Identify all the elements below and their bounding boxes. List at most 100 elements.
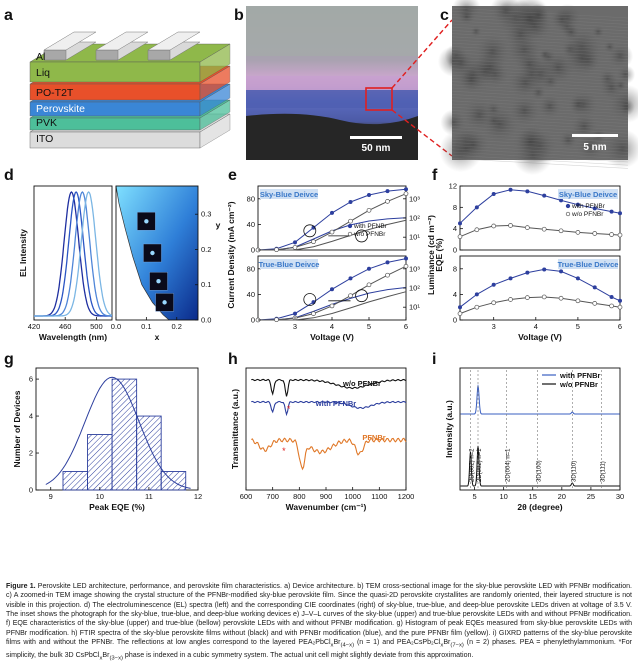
- el-x-tick-label: 460: [59, 322, 72, 331]
- el-x-tick-label: 500: [90, 322, 103, 331]
- jvl-point: [366, 282, 372, 288]
- tem-lattice-fringe: [451, 20, 629, 32]
- eqe-x-tick-label: 5: [576, 322, 580, 331]
- eqe-y-tick-label: 0: [453, 246, 457, 255]
- tem-grain: [561, 22, 581, 42]
- al-electrode-front: [147, 49, 171, 61]
- tem-grain: [537, 94, 562, 119]
- layer-label-liq: Liq: [36, 67, 50, 79]
- jvl-point: [367, 266, 371, 271]
- ftir-series-label: with PFNBr: [315, 399, 356, 408]
- jvl-y-left-axis-label: Current Density (mA cm⁻²): [226, 201, 236, 308]
- tem-lattice-fringe: [451, 142, 629, 153]
- eqe-point: [542, 267, 547, 272]
- eqe-point: [474, 205, 479, 210]
- ftir-x-tick-label: 600: [240, 492, 253, 501]
- al-electrode-front: [43, 49, 67, 61]
- jvl-luminance-line: [258, 219, 407, 251]
- jvl-point: [366, 207, 372, 213]
- tem-lattice-fringe: [451, 94, 629, 105]
- panel-letter-f: f: [432, 167, 438, 184]
- tem-lattice-fringe: [451, 81, 629, 92]
- tem-lattice-fringe: [451, 78, 629, 89]
- tem-lattice-fringe: [451, 46, 629, 57]
- panel-h-ftir-spectra: w/o PFNBr with PFNBr PFNBr * * 600 700 800 900 10…: [230, 367, 414, 512]
- tem-lattice-fringe: [451, 14, 629, 25]
- jvl-y-right-tick-label: 10³: [409, 194, 420, 203]
- eqe-point: [541, 294, 547, 300]
- eqe-legend-label: w/o PFNBr: [571, 211, 604, 218]
- eqe-point: [474, 304, 480, 310]
- eqe-point: [575, 230, 581, 235]
- jvl-point: [404, 256, 408, 261]
- ftir-x-tick-label: 1000: [344, 492, 361, 501]
- eqe-point: [558, 295, 564, 301]
- jvl-y-right-tick-label: 10¹: [409, 303, 420, 312]
- jvl-annot-circle: [355, 229, 369, 243]
- eqe-x-tick-label: 6: [618, 322, 622, 331]
- tem-grain: [567, 94, 589, 115]
- gixrd-x-tick-label: 10: [499, 492, 507, 501]
- layer-side-pvk: [199, 99, 231, 131]
- tem-lattice-fringe: [451, 42, 629, 54]
- eqe-point: [491, 192, 496, 196]
- cie-x-axis-label: x: [155, 332, 160, 342]
- histogram-bar: [87, 434, 113, 491]
- layer-liq: [29, 61, 201, 83]
- gixrd-peak-label: 3D(100): [536, 460, 542, 482]
- eqe-point: [609, 209, 614, 214]
- panel-b-tem-cross-section: 50 nm: [246, 6, 453, 160]
- jvl-annot-circle: [303, 293, 317, 306]
- tem-lattice-fringe: [451, 145, 629, 156]
- panel-letter-d: d: [4, 167, 14, 184]
- gixrd-peak-label: 2D(002) n=1: [477, 448, 483, 482]
- jvl-point: [403, 263, 409, 269]
- gixrd-peak-label: 2D(004) n=1: [506, 448, 512, 482]
- eqe-y-tick-label: 8: [453, 203, 457, 212]
- jvl-y-left-tick-label: 80: [247, 194, 255, 203]
- cie-x-tick-label: 0.2: [172, 322, 182, 331]
- layer-label-al: Al: [36, 51, 45, 63]
- cie-x-tick-label: 0.1: [141, 322, 151, 331]
- tem-lattice-fringe: [451, 62, 629, 73]
- eqe-point: [541, 226, 547, 232]
- eqe-title-box: [558, 259, 618, 269]
- jvl-point: [292, 245, 298, 250]
- eqe-y-tick-label: 8: [453, 264, 457, 273]
- ftir-marker: *: [282, 446, 286, 456]
- tem-lattice-fringe: [451, 65, 629, 76]
- eqe-subplot-title: Sky-Blue Deivce: [559, 190, 617, 199]
- eqe-point: [457, 234, 463, 240]
- jvl-x-axis-label: Voltage (V): [310, 332, 354, 342]
- tem-lattice-fringe: [451, 129, 629, 140]
- histogram-y-axis-label: Number of Devices: [12, 390, 22, 467]
- layer-label-pvk: PVK: [36, 117, 57, 129]
- jvl-point: [403, 191, 409, 197]
- eqe-point: [559, 198, 564, 203]
- eqe-title-box: [558, 189, 618, 199]
- cie-point: [162, 300, 167, 305]
- jvl-y-left-tick-label: 40: [247, 220, 255, 229]
- jvl-point: [329, 303, 335, 309]
- eqe-point: [474, 227, 480, 233]
- layer-ito: [29, 131, 201, 149]
- cie-x-tick-label: 0.0: [111, 322, 121, 331]
- eqe-y-tick-label: 0: [453, 316, 457, 325]
- jvl-point: [329, 229, 335, 235]
- tem-lattice-fringe: [451, 122, 629, 134]
- figure-caption: Figure 1. Perovskite LED architecture, p…: [6, 582, 632, 664]
- jvl-point: [385, 199, 390, 204]
- ftir-x-tick-label: 900: [320, 492, 333, 501]
- tem-grain: [561, 37, 603, 79]
- ftir-marker: *: [287, 404, 291, 414]
- gixrd-peak-label: 2D(002) n=2: [469, 448, 475, 482]
- cie-y-tick-label: 0.2: [201, 245, 211, 254]
- cie-y-tick-label: 0.3: [201, 210, 211, 219]
- ftir-x-tick-label: 700: [266, 492, 279, 501]
- tem-grain: [456, 127, 490, 162]
- eqe-point: [575, 276, 580, 281]
- eqe-point: [609, 232, 614, 237]
- histogram-bar: [111, 378, 138, 491]
- ftir-spectrum-line: [251, 400, 407, 417]
